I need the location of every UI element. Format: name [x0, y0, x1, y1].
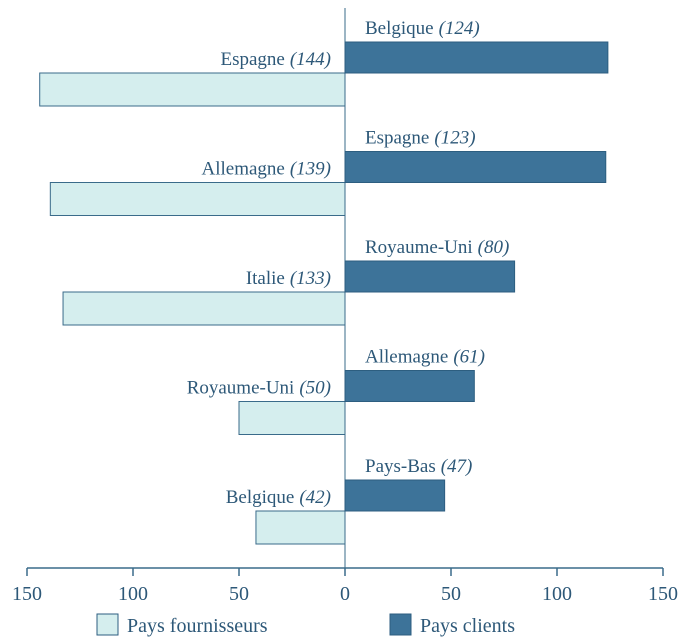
category-name: Allemagne — [201, 159, 284, 180]
value-label: (47) — [441, 456, 473, 477]
bar — [62, 291, 346, 326]
category-name: Belgique — [365, 18, 434, 39]
value-label: (133) — [290, 268, 331, 289]
legend-label: Pays clients — [420, 615, 515, 637]
value-label: (42) — [299, 487, 331, 508]
value-label: (80) — [478, 237, 510, 258]
bar — [255, 510, 346, 545]
x-tick-label: 150 — [12, 583, 42, 605]
value-label: (144) — [290, 49, 331, 70]
value-label: (139) — [290, 159, 331, 180]
value-label: (124) — [439, 18, 480, 39]
bar-label: Espagne (144) — [220, 49, 331, 70]
category-name: Espagne — [365, 128, 429, 149]
bar-label: Allemagne (139) — [201, 159, 331, 180]
bar-label: Belgique (42) — [226, 487, 331, 508]
category-name: Italie — [246, 268, 285, 289]
x-tick-label: 0 — [340, 583, 350, 605]
bar-label: Allemagne (61) — [365, 347, 485, 368]
legend-swatch — [96, 613, 119, 636]
bar-label: Royaume-Uni (50) — [187, 378, 331, 399]
bar — [344, 370, 475, 402]
category-name: Royaume-Uni — [365, 237, 473, 258]
category-name: Pays-Bas — [365, 456, 436, 477]
bar-label: Pays-Bas (47) — [365, 456, 472, 477]
legend-swatch — [389, 613, 412, 636]
bar-label: Espagne (123) — [365, 128, 476, 149]
category-name: Belgique — [226, 487, 295, 508]
x-tick-label: 50 — [229, 583, 249, 605]
bar-label: Royaume-Uni (80) — [365, 237, 509, 258]
bar-label: Belgique (124) — [365, 18, 480, 39]
bar — [344, 41, 609, 74]
category-name: Allemagne — [365, 347, 448, 368]
bar — [344, 151, 607, 183]
x-tick-label: 150 — [648, 583, 678, 605]
value-label: (123) — [434, 128, 475, 149]
bar — [39, 72, 346, 107]
category-name: Espagne — [220, 49, 284, 70]
x-tick-label: 50 — [441, 583, 461, 605]
x-tick-label: 100 — [542, 583, 572, 605]
x-tick-label: 100 — [118, 583, 148, 605]
bar — [49, 182, 346, 216]
legend-label: Pays fournisseurs — [127, 615, 268, 637]
value-label: (61) — [453, 347, 485, 368]
bar — [344, 260, 516, 293]
bar-label: Italie (133) — [246, 268, 331, 289]
value-label: (50) — [299, 378, 331, 399]
bar — [344, 479, 446, 512]
category-name: Royaume-Uni — [187, 378, 295, 399]
bar — [238, 401, 346, 435]
